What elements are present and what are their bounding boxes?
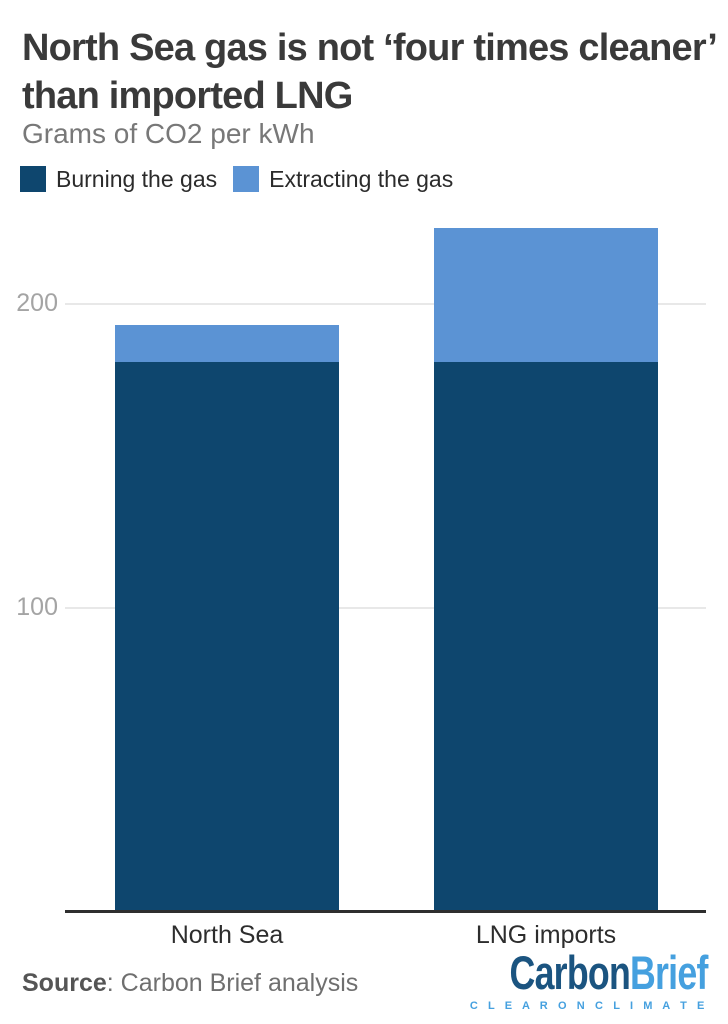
bar-lng-imports-extracting-segment[interactable] [434,228,658,362]
gridline-100-rule [65,607,706,609]
bar-north-sea[interactable] [115,325,339,912]
logo-tagline: C L E A R O N C L I M A T E [469,1000,708,1012]
bar-lng-imports-burning-segment[interactable] [434,361,658,912]
ytick-label-200: 200 [16,289,58,317]
source-label: Source [22,969,107,997]
chart-title-line-2: than imported LNG [22,75,353,117]
bar-north-sea-burning-segment[interactable] [115,361,339,912]
source-note: Source: Carbon Brief analysis [22,968,358,998]
chart-subtitle: Grams of CO2 per kWh [22,118,315,149]
chart-title-line-1: North Sea gas is not ‘four times cleaner… [22,27,718,69]
source-text: : Carbon Brief analysis [106,969,359,997]
chart-title: North Sea gas is not ‘four times cleaner… [22,24,722,120]
chart-legend: Burning the gas Extracting the gas [20,166,453,192]
logo-part-brief: Brief [630,946,708,999]
carbon-brief-logo: CarbonBrief C L E A R O N C L I M A T E [447,946,709,1013]
x-axis-line [65,910,706,913]
logo-part-carbon: Carbon [509,946,631,999]
gridline-100: 100 [0,593,706,621]
legend-item-extracting: Extracting the gas [233,166,453,192]
gridline-200: 200 [0,289,706,317]
bar-lng-imports[interactable] [434,228,658,912]
legend-swatch-burning-icon [20,166,46,192]
legend-swatch-extracting-icon [233,166,260,192]
legend-label-extracting: Extracting the gas [269,166,454,192]
bar-north-sea-extracting-segment[interactable] [115,325,339,362]
xlabel-lng-imports: LNG imports [475,921,617,949]
carbon-brief-wordmark: CarbonBrief [509,946,709,999]
legend-item-burning: Burning the gas [20,166,217,192]
legend-label-burning: Burning the gas [56,166,218,192]
ytick-label-100: 100 [16,593,58,621]
xlabel-north-sea: North Sea [170,921,284,949]
gridline-200-rule [65,303,706,305]
